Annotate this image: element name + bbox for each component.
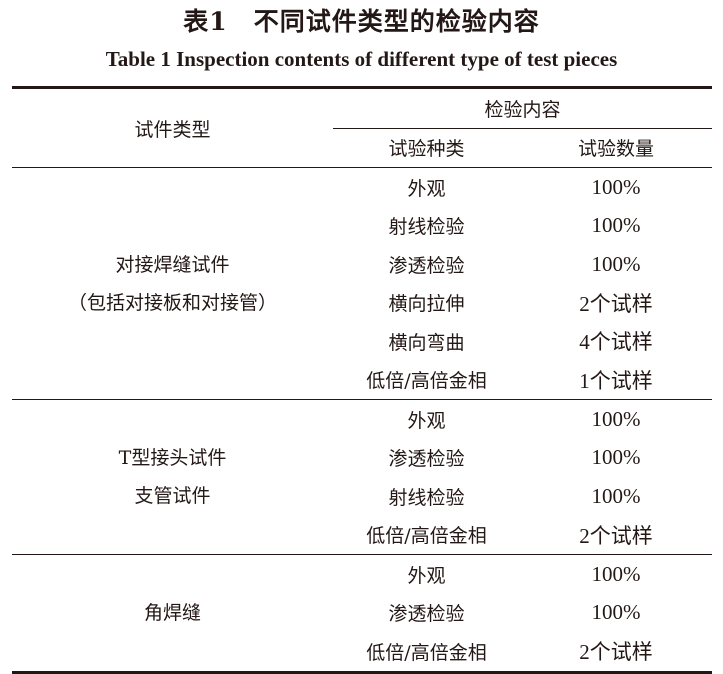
inspection-table: 试件类型 检验内容 试验种类 试验数量 对接焊缝试件 （包括对接板和对接管） 外观 1… (12, 86, 712, 674)
header-inspection-content: 检验内容 (333, 87, 712, 129)
table-caption-en: Table 1 Inspection contents of different… (105, 47, 618, 71)
specimen-type-cell: T型接头试件 支管试件 (12, 400, 333, 555)
table-row: 渗透检验 100% (12, 439, 712, 478)
test-quantity-cell: 100% (591, 445, 641, 470)
specimen-type-line: 对接焊缝试件 (115, 253, 230, 276)
test-quantity-cell: 1个试样 (579, 368, 653, 393)
test-kind-cell: 低倍/高倍金相 (366, 525, 487, 548)
test-kind-cell: 外观 (407, 564, 446, 587)
test-kind-cell: 射线检验 (388, 486, 465, 509)
table-row: 对接焊缝试件 （包括对接板和对接管） 外观 100% (12, 168, 712, 314)
specimen-type-line: 支管试件 (134, 485, 211, 507)
test-kind-cell: 横向弯曲 (388, 331, 465, 354)
table-row: 射线检验 100% (12, 477, 712, 516)
table-row: T型接头试件 支管试件 外观 100% (12, 399, 712, 507)
test-quantity-cell: 2个试样 (579, 640, 653, 665)
specimen-type-line: 角焊缝 (143, 601, 201, 624)
test-quantity-cell: 100% (591, 561, 641, 586)
table-row: 渗透检验 100% (12, 594, 712, 633)
test-kind-cell: 低倍/高倍金相 (366, 641, 487, 664)
specimen-type-line: T型接头试件 (118, 447, 227, 469)
table-row: 低倍/高倍金相 1个试样 (12, 361, 712, 400)
table-row: 角焊缝 外观 100% (12, 554, 712, 674)
table-row: 横向弯曲 4个试样 (12, 322, 712, 361)
test-quantity-cell: 2个试样 (579, 523, 653, 548)
test-quantity-cell: 100% (591, 483, 641, 508)
table-row: 横向拉伸 2个试样 (12, 284, 712, 323)
table-caption-cn: 表1 不同试件类型的检验内容 (183, 7, 540, 36)
table-row: 渗透检验 100% (12, 245, 712, 284)
table-row: 低倍/高倍金相 2个试样 (12, 516, 712, 555)
test-kind-cell: 外观 (407, 409, 446, 432)
table-row: 射线检验 100% (12, 207, 712, 246)
header-test-quantity: 试验数量 (520, 128, 712, 168)
test-kind-cell: 射线检验 (388, 216, 465, 239)
test-quantity-cell: 2个试样 (579, 291, 653, 316)
test-quantity-cell: 100% (591, 213, 641, 238)
test-kind-cell: 外观 (407, 177, 446, 200)
header-specimen-type: 试件类型 (12, 87, 333, 168)
test-quantity-cell: 100% (591, 251, 641, 276)
test-kind-cell: 渗透检验 (388, 254, 465, 277)
test-quantity-cell: 100% (591, 174, 641, 199)
test-quantity-cell: 100% (591, 406, 641, 431)
table-row: 低倍/高倍金相 2个试样 (12, 632, 712, 672)
test-kind-cell: 渗透检验 (388, 603, 465, 626)
test-kind-cell: 低倍/高倍金相 (366, 370, 487, 393)
test-kind-cell: 横向拉伸 (388, 293, 465, 316)
specimen-type-line: （包括对接板和对接管） (67, 291, 277, 314)
test-quantity-cell: 4个试样 (579, 330, 653, 355)
specimen-type-cell: 角焊缝 (12, 554, 333, 674)
header-test-kind: 试验种类 (333, 128, 520, 168)
specimen-type-cell: 对接焊缝试件 （包括对接板和对接管） (12, 168, 333, 400)
test-kind-cell: 渗透检验 (388, 448, 465, 471)
test-quantity-cell: 100% (591, 600, 641, 625)
